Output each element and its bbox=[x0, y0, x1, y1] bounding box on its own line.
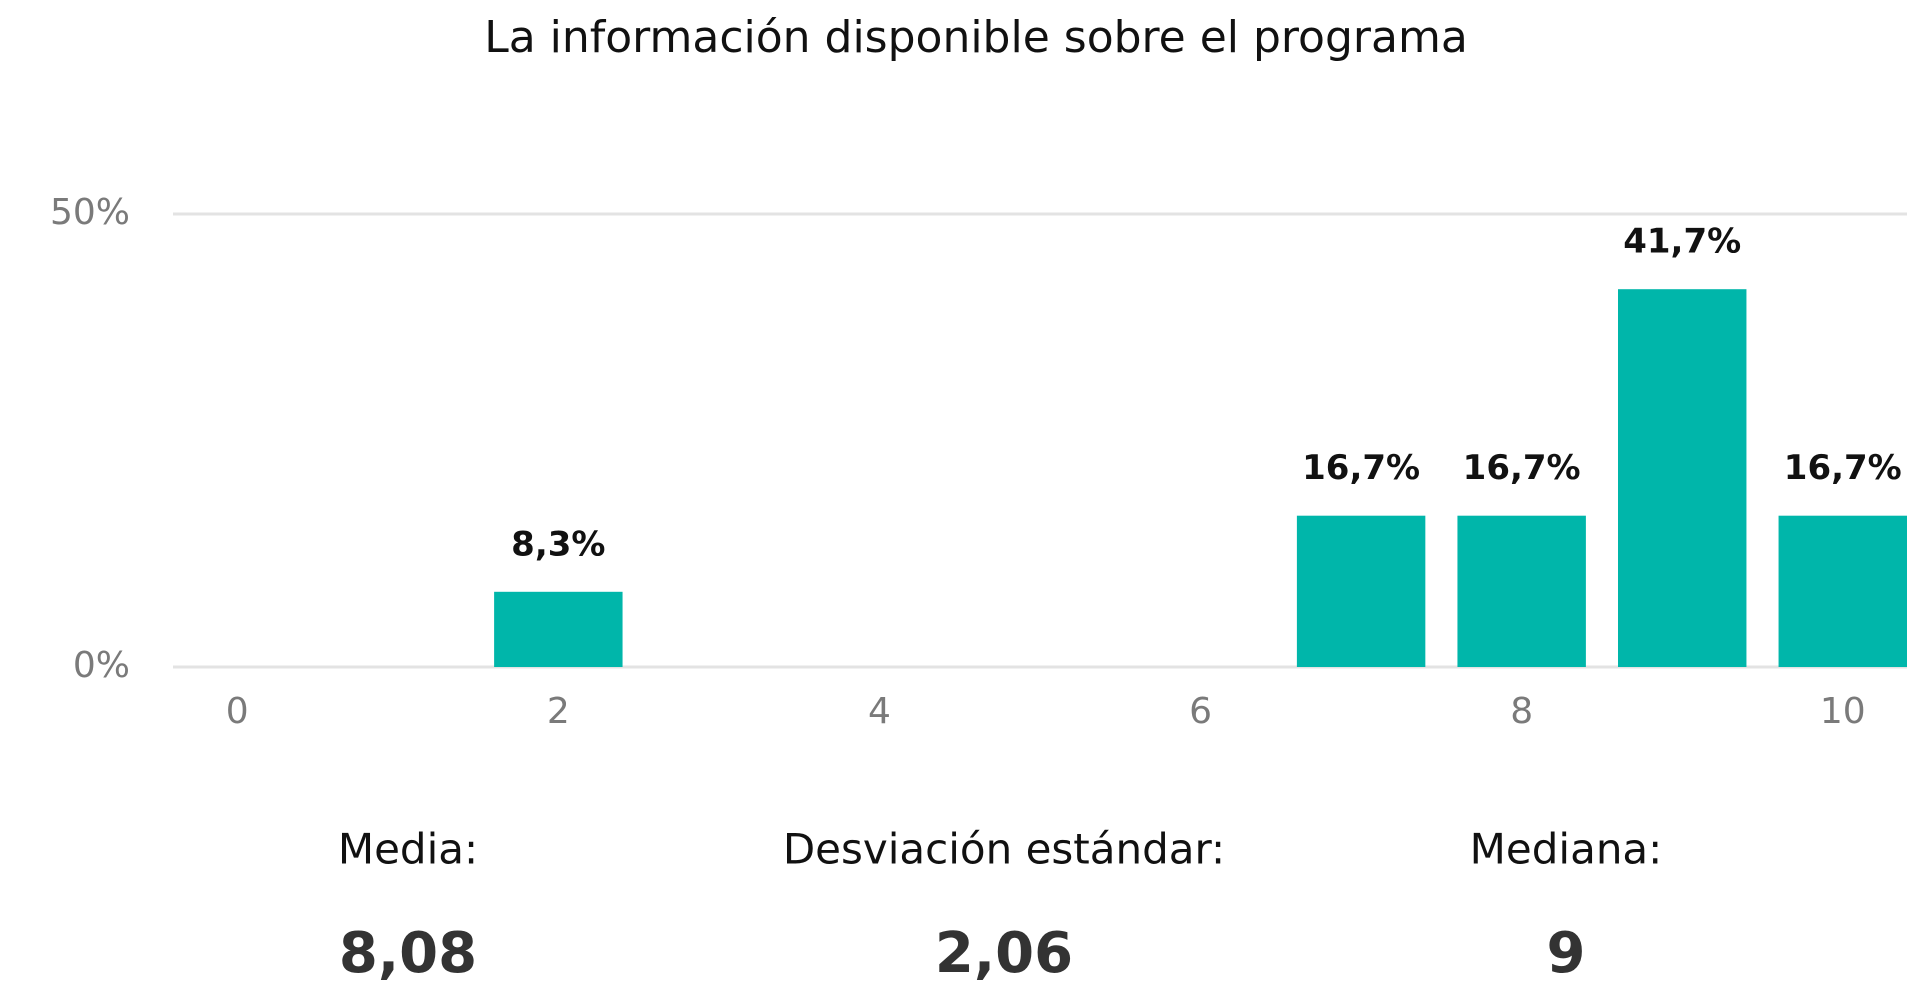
bar bbox=[494, 591, 623, 667]
x-tick-label: 2 bbox=[547, 691, 570, 732]
bar bbox=[1778, 515, 1907, 667]
data-label: 16,7% bbox=[1463, 448, 1581, 488]
stat-value: 2,06 bbox=[935, 921, 1073, 986]
stat-label: Media: bbox=[338, 825, 478, 874]
chart-title: La información disponible sobre el progr… bbox=[484, 12, 1468, 63]
stat-value: 9 bbox=[1547, 921, 1586, 986]
x-tick-label: 6 bbox=[1189, 691, 1212, 732]
bar bbox=[1618, 289, 1747, 667]
data-label: 8,3% bbox=[511, 524, 605, 564]
data-label: 16,7% bbox=[1784, 448, 1902, 488]
y-tick-label: 0% bbox=[73, 645, 130, 686]
x-tick-label: 4 bbox=[868, 691, 891, 732]
stat-label: Desviación estándar: bbox=[783, 825, 1225, 874]
x-tick-label: 10 bbox=[1820, 691, 1866, 732]
x-tick-label: 8 bbox=[1510, 691, 1533, 732]
x-tick-label: 0 bbox=[226, 691, 249, 732]
bar bbox=[1296, 515, 1426, 667]
data-label: 16,7% bbox=[1302, 448, 1420, 488]
data-label: 41,7% bbox=[1623, 222, 1741, 262]
stat-value: 8,08 bbox=[339, 921, 477, 986]
bar bbox=[1457, 515, 1586, 667]
y-tick-label: 50% bbox=[50, 192, 130, 233]
stat-label: Mediana: bbox=[1470, 825, 1663, 874]
